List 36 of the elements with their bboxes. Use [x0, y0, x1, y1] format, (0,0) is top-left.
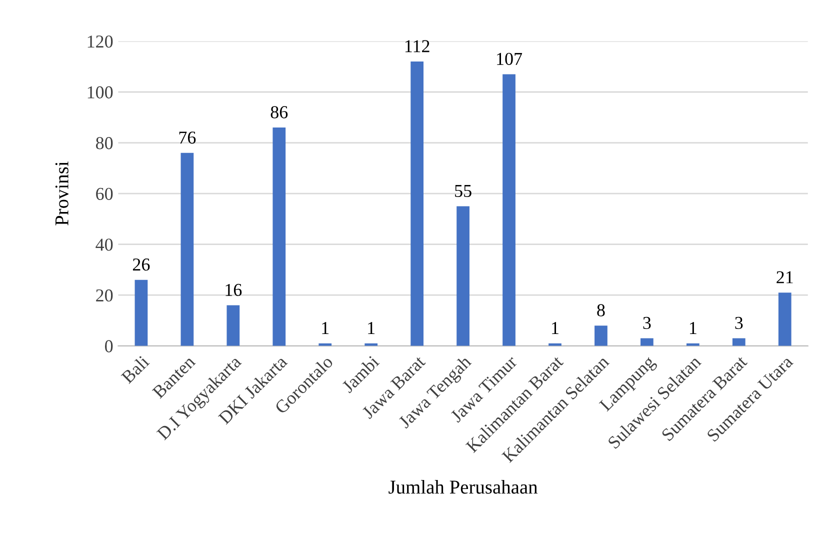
data-label: 21 [776, 271, 793, 284]
bar [134, 280, 148, 346]
bar [272, 128, 286, 346]
y-tick-label: 120 [88, 35, 113, 48]
bar [226, 305, 240, 346]
bar [732, 338, 746, 346]
data-label: 86 [270, 106, 288, 118]
bar [502, 74, 516, 346]
y-tick-label: 100 [88, 86, 113, 98]
data-label: 76 [179, 132, 196, 144]
data-label: 3 [735, 316, 743, 330]
data-label: 3 [643, 316, 651, 330]
bar [456, 206, 470, 346]
x-axis-title: Jumlah Perusahaan [388, 480, 538, 494]
bar [594, 326, 608, 346]
x-tick-label: Bali [120, 354, 150, 384]
y-tick-label: 40 [96, 238, 113, 251]
data-label: 26 [132, 258, 150, 271]
data-label: 1 [322, 322, 329, 334]
data-label: 107 [497, 52, 522, 65]
bar [180, 152, 194, 346]
data-label: 112 [405, 40, 430, 52]
y-tick-label: 20 [96, 289, 113, 302]
y-tick-label: 0 [105, 340, 113, 352]
bar [640, 338, 654, 346]
data-label: 1 [552, 322, 558, 334]
data-label: 55 [455, 185, 472, 198]
data-label: 1 [368, 322, 375, 334]
data-label: 16 [226, 284, 242, 296]
y-axis-title: Provinsi [55, 162, 68, 226]
y-tick-label: 80 [96, 137, 113, 150]
data-label: 1 [690, 322, 696, 334]
bar [410, 62, 424, 346]
bar [778, 292, 792, 346]
data-label: 8 [597, 304, 605, 316]
y-tick-label: 60 [96, 188, 113, 200]
